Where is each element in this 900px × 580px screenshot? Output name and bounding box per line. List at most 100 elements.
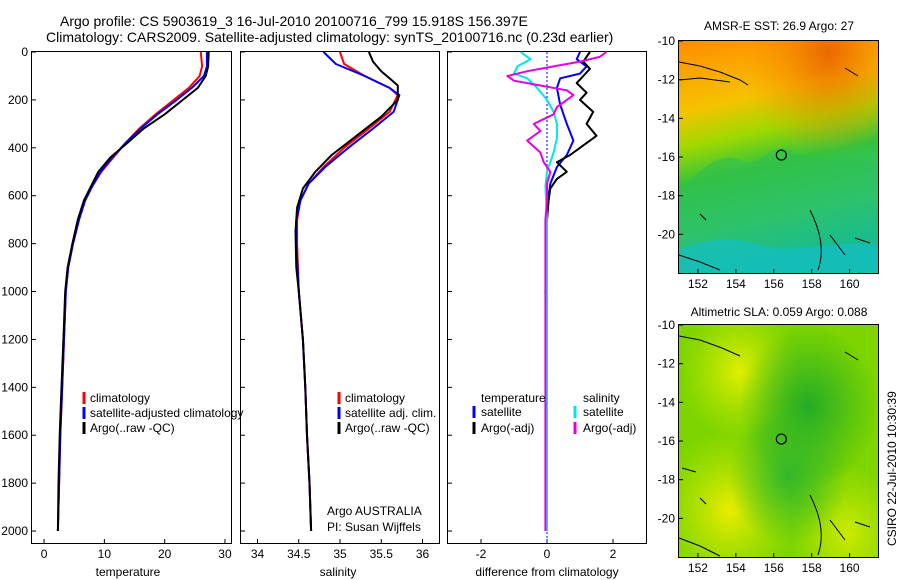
series-line-satellite-adjusted-climatology [56,52,208,532]
lon-tick-label: 154 [726,277,746,291]
salinity-x-axis: 34 34.5 35 35.5 36 [251,539,430,561]
legend-header-salinity: salinity [583,391,620,405]
lon-tick-label: 156 [764,561,784,575]
x-tick-label: 10 [98,547,112,561]
argo-program-label: Argo AUSTRALIA [327,504,422,518]
legend-label-sal-argo: Argo(-adj) [583,421,636,435]
series-line-argo-raw-qc- [294,51,399,532]
depth-tick-label: 1800 [1,476,28,490]
temperature-panel-frame [31,51,232,544]
difference-xlabel: difference from climatology [475,565,618,579]
difference-x-axis: -2 0 2 [476,539,617,561]
depth-tick-label: 0 [21,45,28,59]
temperature-legend: climatology satellite-adjusted climatolo… [82,391,243,435]
lon-tick-label: 152 [688,277,708,291]
lat-tick-label: -18 [658,473,676,487]
lat-tick-label: -20 [658,227,676,241]
lat-tick-label: -14 [658,395,676,409]
legend-label-argo: Argo(..raw -QC) [90,421,175,435]
lon-tick-label: 156 [764,277,784,291]
lon-tick-label: 154 [726,561,746,575]
series-line-argo-raw-qc- [56,51,210,532]
x-tick-label: 34.5 [287,547,311,561]
x-tick-label: 20 [158,547,172,561]
legend-header-temperature: temperature [481,391,546,405]
csiro-timestamp: CSIRO 22-Jul-2010 10:30:39 [885,391,899,546]
depth-axis: 0 200 400 600 800 1000 1200 1400 1600 1800 2000 [1,45,452,538]
header-line-1: Argo profile: CS 5903619_3 16-Jul-2010 2… [60,13,528,29]
sst-map-cyan-band [679,239,878,273]
legend-label-temp-satellite: satellite [481,405,522,419]
salinity-series [294,51,401,532]
difference-series [506,51,607,531]
lat-tick-label: -16 [658,150,676,164]
depth-tick-label: 800 [8,237,28,251]
sla-map: Altimetric SLA: 0.059 Argo: 0.088 152 154… [658,305,879,575]
legend-label-sal-satellite: satellite [583,405,624,419]
depth-tick-label: 400 [8,141,28,155]
lon-tick-label: 160 [840,277,860,291]
depth-tick-label: 1000 [1,285,28,299]
legend-label-argo: Argo(..raw -QC) [345,421,430,435]
salinity-legend: climatology satellite adj. clim. Argo(..… [327,391,436,534]
depth-tick-label: 200 [8,93,28,107]
x-tick-label: 34 [251,547,265,561]
lat-tick-label: -20 [658,511,676,525]
sst-map: AMSR-E SST: 26.9 Argo: 27 152 154 156 158 16… [658,19,879,291]
depth-tick-label: 1400 [1,380,28,394]
sla-map-frame [678,324,879,558]
x-tick-label: 2 [610,547,617,561]
x-tick-label: 35.5 [370,547,394,561]
lon-tick-label: 158 [802,561,822,575]
sla-map-axes: 152 154 156 158 160 -10 -12 -14 -16 -18 -20 [658,318,860,575]
legend-label-satellite: satellite-adjusted climatology [90,406,243,420]
series-line-climatology [56,51,204,532]
x-tick-label: 0 [544,547,551,561]
sst-map-title: AMSR-E SST: 26.9 Argo: 27 [704,19,854,33]
difference-legend: temperature satellite Argo(-adj) salinit… [472,391,636,435]
header-line-2: Climatology: CARS2009. Satellite-adjuste… [46,29,613,45]
lat-tick-label: -16 [658,434,676,448]
depth-tick-label: 1600 [1,428,28,442]
temperature-x-axis: 0 10 20 30 [41,539,232,561]
lat-tick-label: -18 [658,189,676,203]
lat-tick-label: -10 [658,318,676,332]
series-line-climatology [296,51,399,532]
argo-location-marker [775,433,787,445]
sla-map-green-2 [679,325,878,557]
temperature-series [56,51,210,532]
salinity-xlabel: salinity [320,565,357,579]
series-line-satellite-adj-clim- [295,51,401,532]
x-tick-label: 30 [218,547,232,561]
argo-location-marker [775,149,787,161]
series-line-temperature-argo-adj- [544,51,598,531]
temperature-xlabel: temperature [96,565,161,579]
legend-label-climatology: climatology [345,391,405,405]
x-tick-label: 35 [333,547,347,561]
sst-map-frame [678,40,879,274]
difference-panel-frame [447,51,647,544]
legend-label-climatology: climatology [90,391,150,405]
series-line-temperature-satellite [546,51,588,531]
legend-label-temp-argo: Argo(-adj) [481,421,534,435]
lon-tick-label: 152 [688,561,708,575]
sst-map-axes: 152 154 156 158 160 -10 -12 -14 -16 -18 -20 [658,34,860,291]
salinity-panel-frame [240,51,440,544]
sst-coast-contour [678,61,871,271]
lat-tick-label: -12 [658,73,676,87]
x-tick-label: 36 [416,547,430,561]
legend-label-satellite: satellite adj. clim. [345,406,436,420]
lon-tick-label: 158 [802,277,822,291]
lon-tick-label: 160 [840,561,860,575]
x-tick-label: 0 [41,547,48,561]
lat-tick-label: -12 [658,357,676,371]
depth-tick-label: 1200 [1,332,28,346]
depth-tick-label: 2000 [1,524,28,538]
sla-map-title: Altimetric SLA: 0.059 Argo: 0.088 [691,305,868,319]
depth-tick-label: 600 [8,189,28,203]
series-line-salinity-argo-adj- [506,51,607,531]
x-tick-label: -2 [476,547,487,561]
sla-coast-contour [678,335,871,557]
lat-tick-label: -14 [658,111,676,125]
